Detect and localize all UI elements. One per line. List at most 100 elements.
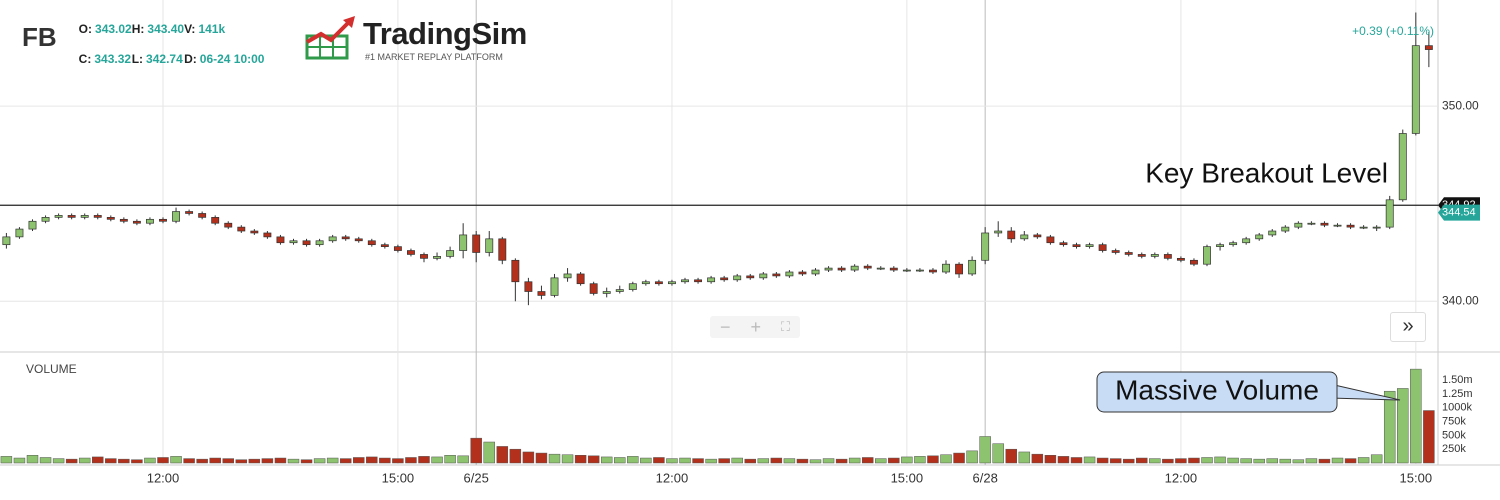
x-tick-label: 6/28 (973, 470, 998, 485)
field: O: 343.02 (79, 22, 132, 36)
volume-bar (1240, 458, 1252, 464)
candle-body (172, 211, 180, 222)
x-tick-label: 12:00 (147, 470, 180, 485)
zoom-out[interactable]: − (719, 316, 731, 337)
candle-body (1111, 250, 1120, 253)
ohlc-fields: O: 343.02 H: 343.40 V: 141k C: 343.32 L: 342.74 D:… (79, 22, 265, 66)
candle-body (929, 269, 937, 273)
volume-tick-label: 500k (1442, 429, 1466, 441)
candle-body (1190, 259, 1198, 265)
volume-bar (183, 458, 195, 464)
volume-bar (326, 457, 339, 464)
candle-body (1085, 244, 1094, 247)
volume-bar (13, 457, 26, 464)
field-value: 141k (198, 22, 226, 36)
volume-bar (1044, 455, 1057, 464)
candle-body (602, 291, 611, 294)
field-label: L: (131, 52, 144, 66)
candle-body (563, 273, 572, 279)
volume-bar (966, 450, 978, 464)
volume-bar (679, 457, 691, 464)
x-tick-label: 12:00 (656, 470, 689, 485)
candle-body (785, 271, 794, 277)
volume-bar (1136, 457, 1148, 464)
volume-bar (1188, 457, 1200, 464)
y-tick-label: 350.00 (1442, 98, 1479, 112)
candle-body (707, 277, 716, 283)
volume-bar (1149, 458, 1161, 464)
candle-body (1411, 45, 1420, 134)
candle-body (224, 222, 233, 228)
volume-bar (1005, 448, 1017, 464)
candle-body (681, 279, 689, 283)
symbol: FB (22, 22, 57, 52)
candle-body (1281, 226, 1290, 232)
zoom-in[interactable]: + (750, 316, 761, 337)
fullscreen[interactable]: ⛶ (780, 319, 791, 334)
volume-bar (535, 452, 548, 464)
volume-bar (287, 458, 300, 464)
candle-body (641, 281, 650, 285)
volume-bar (1410, 368, 1422, 464)
candle-body (1007, 230, 1016, 240)
candle-body (1020, 234, 1029, 240)
candle-body (1072, 244, 1081, 247)
volume-bar (731, 457, 743, 464)
volume-bar (1175, 458, 1187, 464)
volume-bar (274, 457, 287, 464)
volume-bar (1292, 459, 1305, 464)
x-tick-label: 6/25 (464, 470, 489, 485)
candle-body (1255, 234, 1264, 240)
x-tick-label: 15:00 (1400, 470, 1433, 485)
volume-bar (170, 456, 182, 464)
volume-bar (875, 458, 887, 464)
volume-bar (444, 455, 456, 464)
volume-bar (914, 456, 926, 464)
volume-bar (353, 457, 365, 464)
volume-bar (131, 459, 143, 464)
candle-body (1216, 244, 1225, 247)
volume-bar (848, 457, 861, 464)
candle-body (380, 244, 389, 247)
volume-bar (261, 458, 274, 464)
volume-tick-label: 1.50m (1442, 374, 1473, 386)
candle-body (237, 226, 246, 232)
candle-body (694, 279, 702, 283)
candle-body (733, 275, 742, 281)
volume-bar (796, 458, 809, 464)
candle-body (367, 240, 376, 246)
volume-bar (313, 458, 326, 464)
volume-bar (496, 446, 509, 464)
volume-bar (692, 458, 704, 464)
candle-body (54, 215, 63, 218)
candle-body (1059, 242, 1068, 246)
volume-bar (822, 458, 835, 464)
candle-body (1333, 224, 1342, 227)
volume-bar (1201, 457, 1213, 464)
volume-bar (483, 441, 495, 464)
volume-bar (614, 457, 626, 464)
field-value: 343.32 (94, 52, 132, 66)
candle-body (198, 213, 207, 218)
candle-body (341, 236, 350, 240)
candle-body (1268, 230, 1277, 236)
volume-bar (940, 454, 952, 464)
volume-bar (783, 458, 796, 464)
volume-bar (300, 459, 313, 464)
volume-bar (1109, 458, 1122, 464)
last-price-tag-shape (1438, 204, 1480, 221)
header: FB O: 343.02 H: 343.40 V: 141k C: 343.32 L: 342.7… (22, 18, 264, 66)
candle-body (498, 238, 507, 261)
candle-body (159, 218, 167, 222)
volume-bar (627, 456, 639, 464)
volume-bar (105, 458, 117, 464)
volume-bar (666, 458, 678, 464)
candle-body (146, 218, 154, 224)
volume-bar (953, 452, 965, 464)
field-label: D: (184, 52, 197, 66)
scroll-right[interactable]: » (1390, 312, 1426, 342)
candle-body (1346, 224, 1355, 228)
volume-bar (1031, 453, 1044, 464)
volume-bar (1096, 457, 1109, 464)
